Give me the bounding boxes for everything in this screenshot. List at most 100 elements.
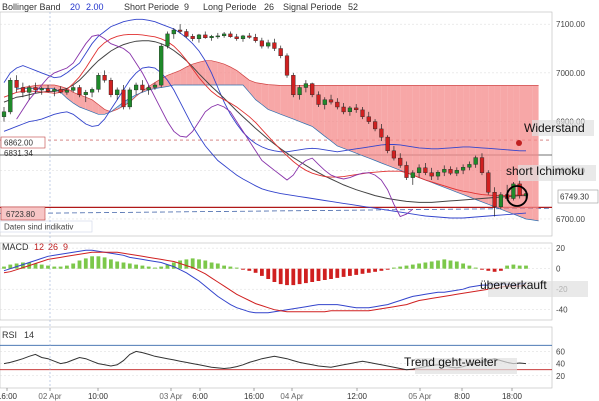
macd-line — [3, 249, 527, 314]
cloud-segment — [444, 85, 451, 190]
cloud-segment — [249, 80, 256, 100]
candle-body — [310, 83, 315, 95]
candle-body — [385, 136, 390, 151]
candle-body — [360, 109, 365, 117]
macd-histogram-bar — [197, 259, 201, 269]
candle-body — [228, 33, 233, 38]
cloud-segment — [463, 85, 470, 198]
cloud-segment — [368, 85, 376, 161]
cloud-segment — [211, 60, 218, 86]
cloud-segment — [299, 85, 306, 124]
macd-histogram-bar — [335, 268, 340, 278]
macd-histogram-bar — [492, 268, 497, 272]
candle-body — [272, 42, 277, 49]
macd-histogram-bar — [373, 268, 377, 272]
short-ichimoku-text: short Ichimoku — [506, 164, 584, 178]
cloud-segment — [425, 85, 432, 183]
macd-histogram-bar — [366, 268, 371, 273]
price-tick-label: 7100.00 — [556, 20, 585, 29]
annotation-short-ichimoku: short Ichimoku — [506, 164, 596, 181]
bb-period-2: 2.00 — [86, 2, 104, 12]
macd-histogram-bar — [83, 258, 88, 269]
signal-periode-label: Signal Periode — [283, 2, 342, 12]
macd-histogram-bar — [71, 263, 76, 269]
macd-histogram-bar — [316, 268, 321, 281]
candle-body — [115, 89, 120, 96]
time-axis: 16:00 02 Apr 10:00 03 Apr 6:00 16:00 04 Apr 12:… — [0, 12, 523, 401]
candle-body — [27, 87, 32, 93]
cloud-segment — [437, 85, 445, 188]
candle-body — [347, 107, 352, 113]
candle-body — [429, 172, 434, 177]
cloud-segment — [79, 94, 86, 110]
macd-histogram-bar — [102, 257, 107, 269]
cloud-segment — [280, 85, 288, 117]
trend-shadow — [415, 358, 517, 374]
macd-histogram-bar — [52, 266, 57, 269]
rsi-axis: 60 40 20 — [556, 347, 565, 380]
trend-text: Trend geht-weiter — [404, 355, 498, 369]
macd-axis: 200-20-40 — [556, 244, 568, 315]
macd-histogram-bar — [398, 266, 403, 269]
macd-histogram-bar — [153, 267, 157, 269]
candle-body — [373, 121, 378, 130]
uberverkauft-text: überverkauft — [480, 278, 547, 292]
cloud-segment — [356, 85, 363, 156]
candle-body — [196, 34, 202, 40]
short-periode-value: 9 — [184, 2, 189, 12]
candle-body — [335, 101, 340, 108]
candle-body — [454, 170, 459, 174]
macd-histogram-bar — [310, 268, 315, 282]
cloud-segment — [48, 85, 55, 89]
candle-body — [511, 183, 516, 199]
macd-histogram-bar — [146, 266, 151, 269]
annotation-widerstand: Widerstand — [524, 120, 594, 136]
cloud-segment — [393, 85, 401, 171]
macd-histogram-bar — [14, 263, 19, 269]
macd-histogram-bar — [354, 268, 359, 275]
time-tick-label: 03 Apr — [159, 392, 182, 401]
rsi-title: RSI — [2, 330, 17, 340]
rsi-panel: 60 40 20 RSI 14 Trend geht-weiter — [0, 326, 565, 389]
price-header: Bollinger Band 20 2.00 Short Periode 9 L… — [2, 2, 358, 12]
macd-histogram-bar — [423, 262, 428, 269]
candle-body — [498, 194, 503, 208]
candle-body — [108, 79, 113, 95]
candle-body — [52, 89, 57, 92]
cloud-segment — [469, 85, 476, 200]
macd-histogram-bar — [46, 265, 50, 269]
candle-body — [58, 89, 63, 93]
candle-body — [486, 172, 491, 193]
macd-histogram-bar — [291, 268, 296, 286]
macd-histogram-bar — [429, 261, 434, 269]
candle-body — [328, 99, 334, 103]
macd-histogram-bar — [304, 268, 308, 284]
macd-histogram-bar — [272, 268, 277, 282]
macd-histogram-bar — [404, 265, 409, 269]
rsi-tick-label: 40 — [556, 360, 565, 369]
cloud-segment — [412, 85, 420, 178]
rsi-frame — [0, 326, 553, 389]
candle-body — [177, 29, 183, 32]
candlesticks — [1, 24, 529, 217]
price-indicator-lines — [3, 18, 527, 219]
short-periode-label: Short Periode — [124, 2, 179, 12]
resistance-dot — [516, 140, 522, 146]
macd-histogram-bar — [184, 259, 189, 269]
macd-histogram-bar — [77, 260, 82, 269]
macd-histogram-bar — [165, 264, 170, 269]
candle-body — [316, 94, 321, 105]
macd-histogram-bar — [442, 259, 447, 269]
rsi-param: 14 — [24, 330, 34, 340]
candle-body — [215, 35, 220, 38]
macd-title: MACD — [2, 242, 29, 252]
price-box-6831-label: 6831.34 — [4, 149, 33, 158]
candle-body — [423, 167, 428, 173]
rsi-tick-label: 20 — [556, 372, 565, 381]
macd-histogram-bar — [109, 259, 113, 269]
macd-histogram-bar — [511, 264, 516, 269]
macd-histogram-bar — [253, 268, 258, 273]
macd-histogram-bar — [178, 260, 182, 269]
indicative-note-box — [0, 220, 93, 233]
